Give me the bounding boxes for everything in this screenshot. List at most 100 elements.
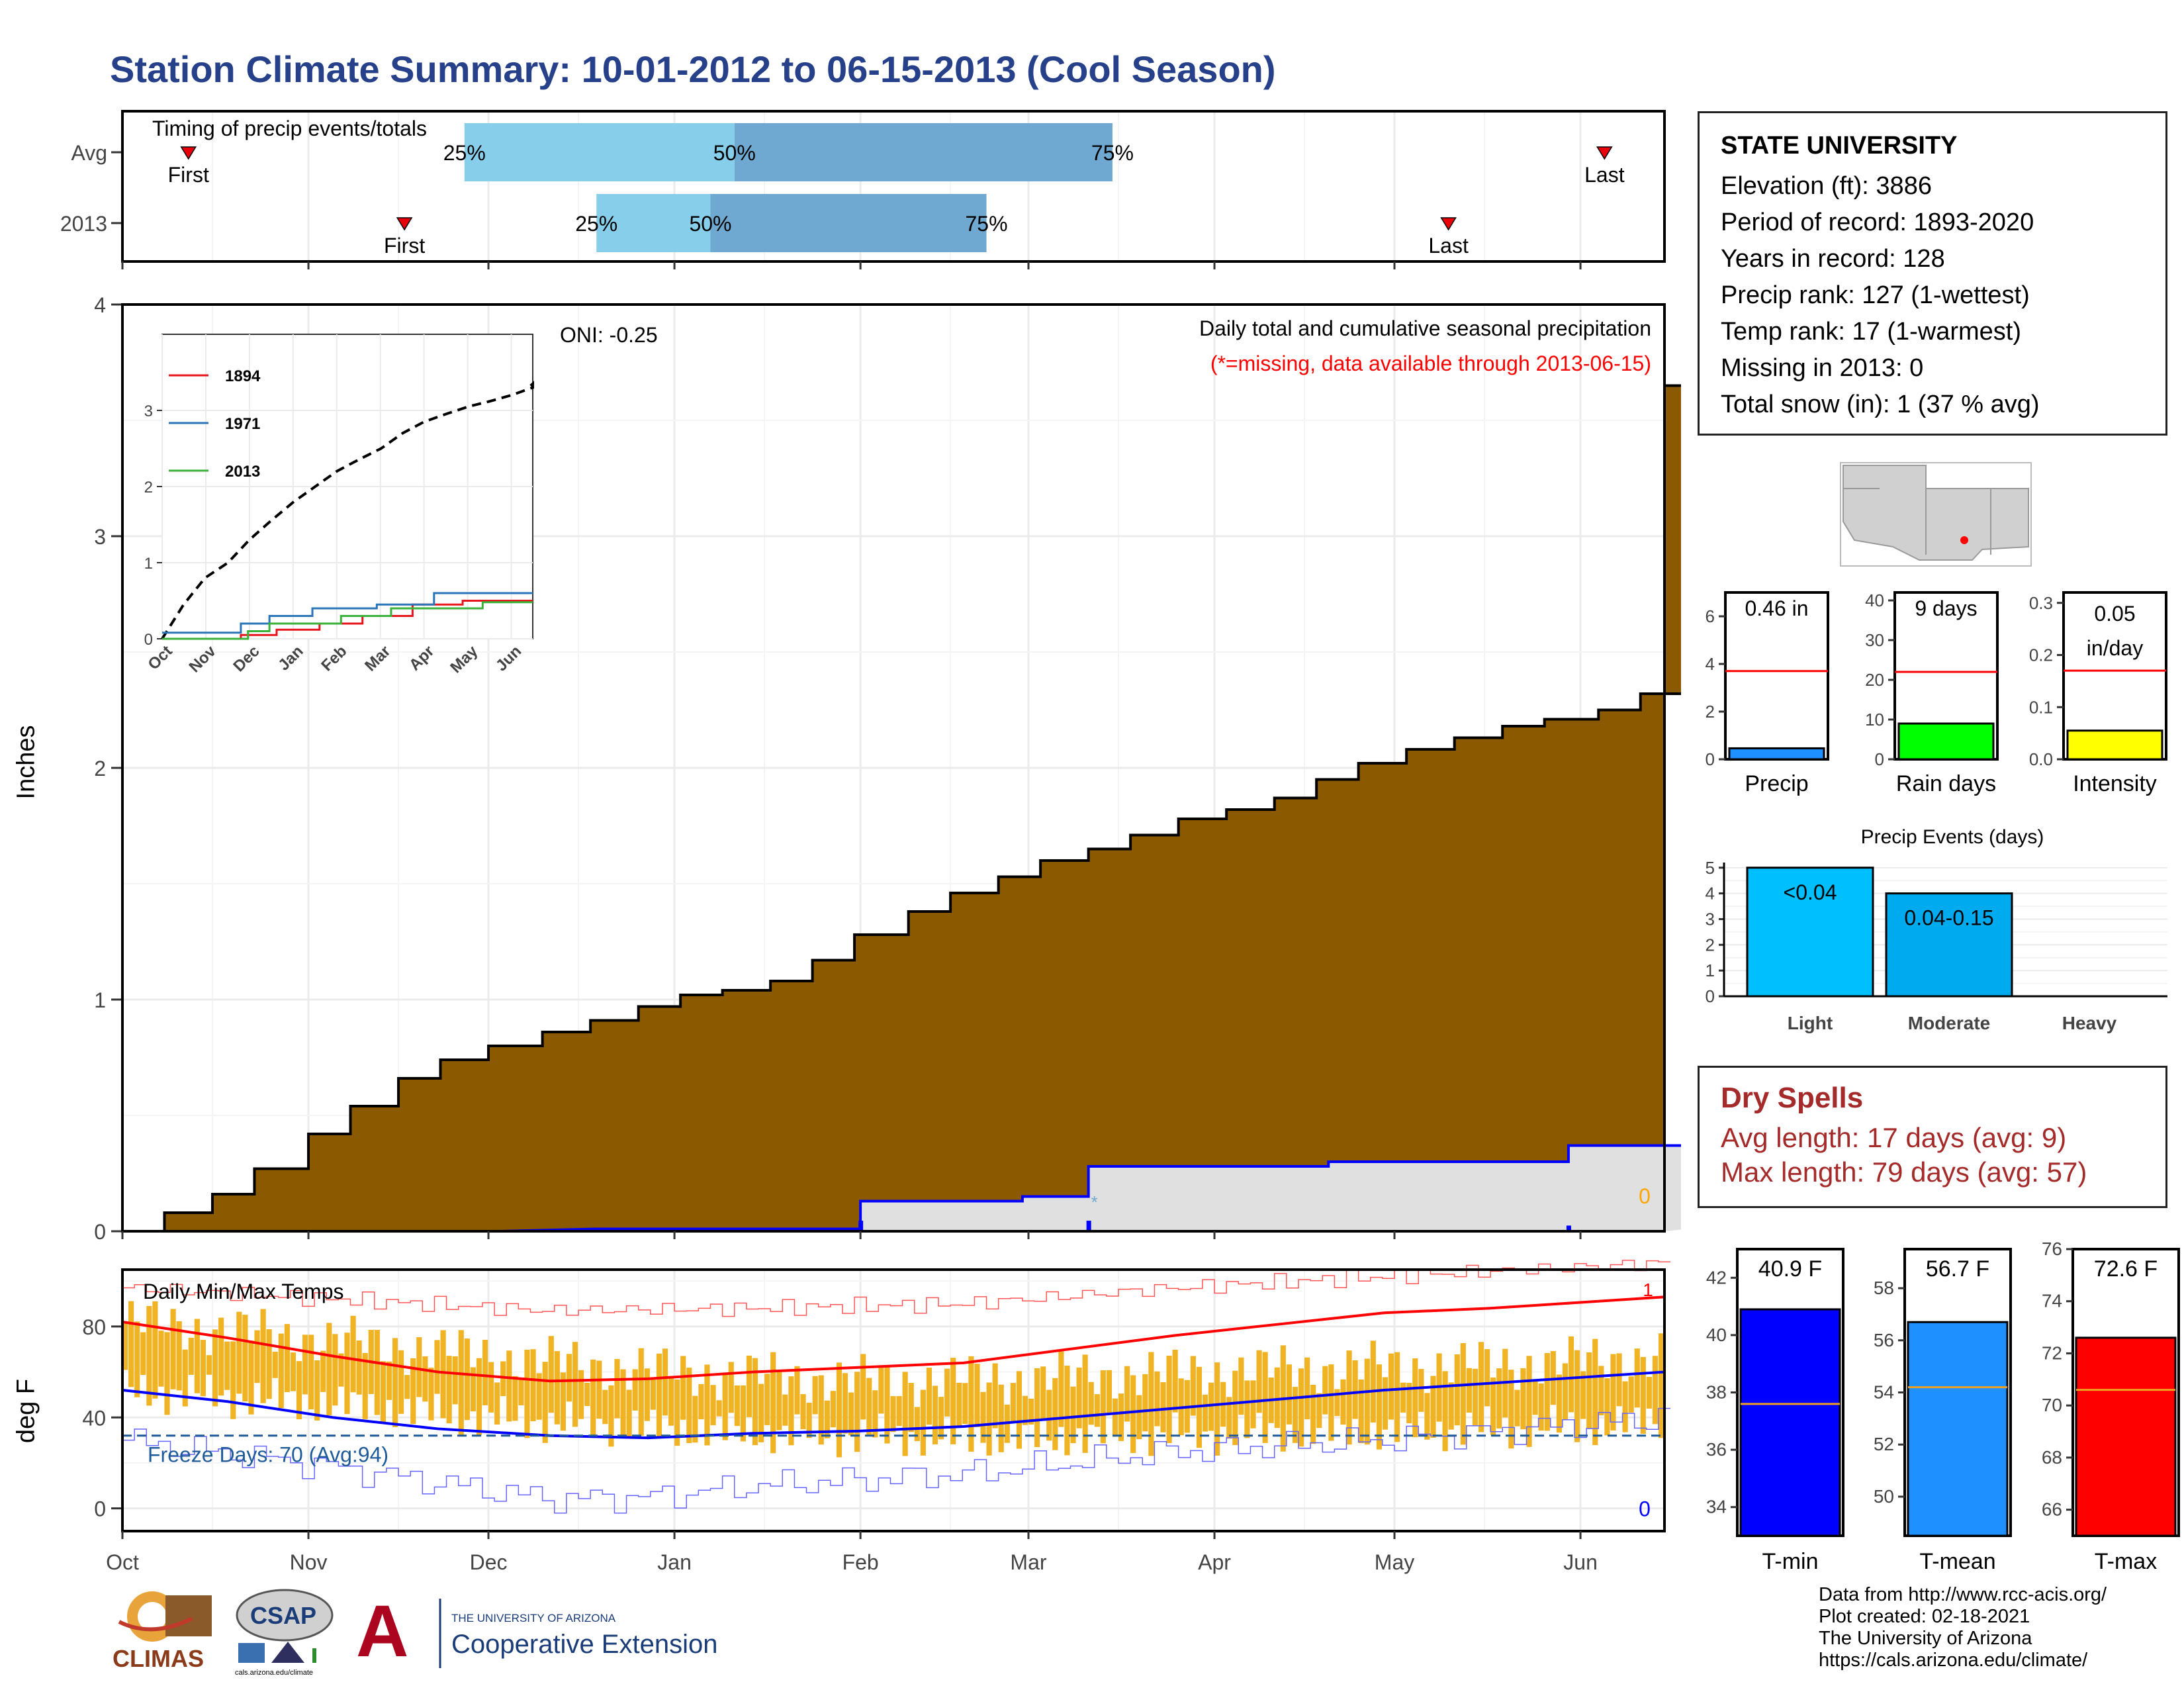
daily-temp-bar bbox=[446, 1356, 452, 1424]
daily-temp-bar bbox=[260, 1309, 266, 1403]
daily-temp-bar bbox=[692, 1395, 698, 1443]
daily-temp-bar bbox=[614, 1358, 620, 1419]
daily-temp-bar bbox=[1148, 1352, 1154, 1456]
daily-temp-bar bbox=[1052, 1378, 1058, 1450]
daily-temp-bar bbox=[1412, 1358, 1418, 1438]
mini-label: Precip bbox=[1745, 771, 1808, 796]
temp-hundred-label: 1 bbox=[1643, 1280, 1653, 1300]
daily-temp-bar bbox=[896, 1396, 902, 1427]
daily-temp-bar bbox=[1190, 1356, 1196, 1416]
daily-temp-bar bbox=[1286, 1364, 1292, 1425]
mini-value: 0.46 in bbox=[1745, 596, 1808, 620]
y-tick-label: 56 bbox=[1874, 1330, 1894, 1350]
daily-temp-bar bbox=[134, 1321, 140, 1397]
daily-temp-bar bbox=[1202, 1394, 1208, 1432]
daily-temp-bar bbox=[1604, 1378, 1610, 1436]
daily-temp-bar bbox=[1358, 1379, 1364, 1444]
month-label: Jan bbox=[657, 1550, 692, 1574]
daily-temp-bar bbox=[1070, 1386, 1076, 1444]
timing-first-label: First bbox=[168, 163, 209, 187]
timing-p50-label: 50% bbox=[689, 212, 731, 236]
daily-temp-bar bbox=[1310, 1384, 1316, 1444]
avg-min-line bbox=[122, 1370, 1665, 1440]
daily-temp-bar bbox=[1022, 1395, 1028, 1425]
temp-bar-value: 72.6 F bbox=[2094, 1256, 2158, 1282]
precip-chart: * 0 Daily total and cumulative seasonal pr… bbox=[94, 293, 1681, 1244]
daily-temp-bar bbox=[710, 1385, 716, 1426]
daily-temp-bar bbox=[620, 1369, 626, 1436]
daily-temp-bar bbox=[1538, 1383, 1544, 1431]
y-tick-label: 0.3 bbox=[2029, 593, 2053, 613]
daily-temp-bar bbox=[152, 1301, 158, 1399]
daily-temp-bar bbox=[1142, 1374, 1148, 1432]
svg-text:A: A bbox=[356, 1591, 408, 1672]
daily-temp-bar bbox=[236, 1311, 242, 1394]
month-label: May bbox=[1375, 1550, 1414, 1574]
daily-precip-bar bbox=[858, 1221, 864, 1231]
daily-temp-bar bbox=[920, 1389, 926, 1456]
daily-temp-bar bbox=[1460, 1342, 1466, 1445]
daily-temp-bar bbox=[326, 1323, 332, 1416]
daily-temp-bar bbox=[332, 1334, 338, 1406]
daily-temp-bar bbox=[410, 1358, 416, 1425]
daily-temp-bar bbox=[1418, 1368, 1424, 1412]
daily-temp-bar bbox=[986, 1382, 992, 1456]
daily-temp-bar bbox=[884, 1365, 890, 1444]
temp-zero-label: 0 bbox=[1639, 1497, 1651, 1521]
daily-temp-bar bbox=[686, 1368, 692, 1443]
daily-temp-bar bbox=[362, 1353, 368, 1419]
svg-text:cals.arizona.edu/climate: cals.arizona.edu/climate bbox=[235, 1669, 313, 1677]
climas-logo: CLIMAS bbox=[113, 1591, 212, 1672]
month-label: Mar bbox=[1010, 1550, 1046, 1574]
inset-y-label: 0 bbox=[144, 631, 153, 649]
daily-temp-bar bbox=[818, 1375, 824, 1445]
daily-temp-bar bbox=[254, 1330, 260, 1383]
daily-temp-bar bbox=[1340, 1379, 1346, 1425]
daily-temp-bar bbox=[1106, 1370, 1113, 1415]
y-tick-label: 42 bbox=[1706, 1267, 1727, 1288]
daily-temp-bar bbox=[566, 1354, 572, 1402]
daily-temp-bar bbox=[926, 1368, 933, 1425]
daily-temp-bar bbox=[1394, 1352, 1400, 1442]
y-tick-label: 0 bbox=[1875, 749, 1884, 769]
record-min-line bbox=[122, 1407, 1671, 1514]
temp-bar-value: 56.7 F bbox=[1926, 1256, 1989, 1282]
month-label: Apr bbox=[1198, 1550, 1231, 1574]
daily-temp-bar bbox=[902, 1372, 908, 1456]
y-tick-label: 3 bbox=[1706, 909, 1715, 929]
timing-p75-label: 75% bbox=[966, 212, 1008, 236]
daily-temp-bar bbox=[1346, 1350, 1352, 1445]
daily-temp-bar bbox=[1010, 1383, 1016, 1423]
daily-temp-bar bbox=[1304, 1357, 1310, 1420]
temp-chart: Freeze Days: 70 (Avg:94) Daily Min/Max Te… bbox=[82, 1260, 1671, 1574]
daily-temp-bar bbox=[344, 1333, 350, 1415]
daily-temp-bar bbox=[1646, 1376, 1652, 1409]
daily-temp-bar bbox=[404, 1375, 410, 1399]
temp-title: Daily Min/Max Temps bbox=[143, 1280, 343, 1303]
credit-line: The University of Arizona bbox=[1819, 1628, 2032, 1649]
daily-temp-bar bbox=[764, 1374, 770, 1425]
daily-temp-bar bbox=[314, 1360, 320, 1421]
daily-temp-bar bbox=[500, 1361, 506, 1397]
precip-annotation: Daily total and cumulative seasonal prec… bbox=[1199, 316, 1651, 340]
precip-frame bbox=[121, 303, 1666, 1233]
daily-temp-bar bbox=[782, 1394, 788, 1426]
daily-temp-bar bbox=[350, 1315, 356, 1393]
station-info: STATE UNIVERSITY Elevation (ft): 3886 Pe… bbox=[1698, 111, 2167, 436]
daily-temp-bar bbox=[626, 1389, 632, 1438]
daily-temp-bar bbox=[1388, 1353, 1394, 1420]
daily-temp-bar bbox=[1580, 1371, 1586, 1419]
precip-zero-label: 0 bbox=[1639, 1184, 1651, 1208]
daily-temp-bar bbox=[1088, 1382, 1094, 1425]
y-tick-label: 4 bbox=[94, 293, 106, 317]
temp-bar-label: T-max bbox=[2095, 1549, 2157, 1574]
timing-bar-q2 bbox=[710, 194, 987, 252]
daily-temp-bar bbox=[1154, 1371, 1160, 1427]
daily-temp-bar bbox=[290, 1352, 296, 1391]
daily-temp-bar bbox=[1316, 1393, 1322, 1429]
daily-temp-bar bbox=[1658, 1333, 1664, 1438]
dry-spells-avg: Avg length: 17 days (avg: 9) bbox=[1721, 1122, 2067, 1153]
daily-temp-bar bbox=[536, 1373, 542, 1420]
timing-last-label: Last bbox=[1428, 234, 1469, 258]
daily-temp-bar bbox=[722, 1374, 728, 1440]
